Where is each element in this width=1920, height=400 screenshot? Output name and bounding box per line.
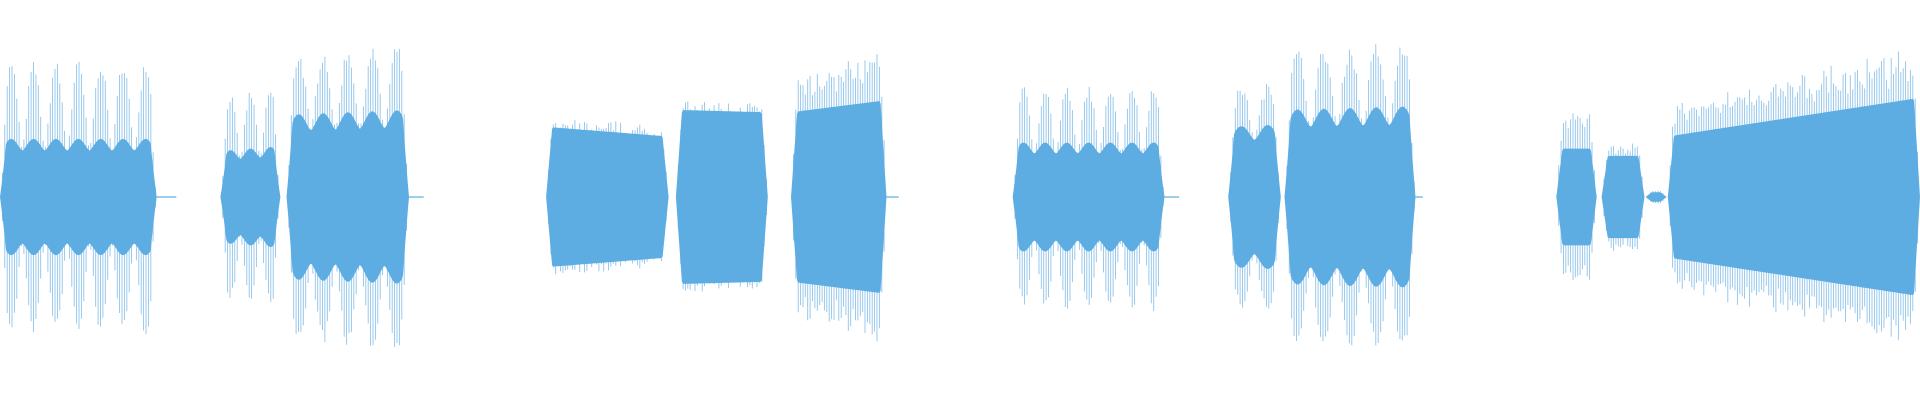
- waveform-core: [220, 147, 281, 247]
- waveform-core: [1667, 98, 1920, 296]
- waveform-core: [1645, 192, 1667, 202]
- waveform-core: [1012, 142, 1165, 252]
- waveform-core: [1284, 106, 1416, 288]
- waveform-core: [675, 110, 768, 284]
- waveform-core: [1228, 125, 1281, 269]
- waveform-core: [791, 101, 887, 293]
- waveform-core: [286, 110, 409, 284]
- waveform-core: [1556, 148, 1597, 246]
- waveform-core: [546, 127, 669, 267]
- waveform-core: [1601, 155, 1645, 239]
- waveform-core: [0, 138, 157, 256]
